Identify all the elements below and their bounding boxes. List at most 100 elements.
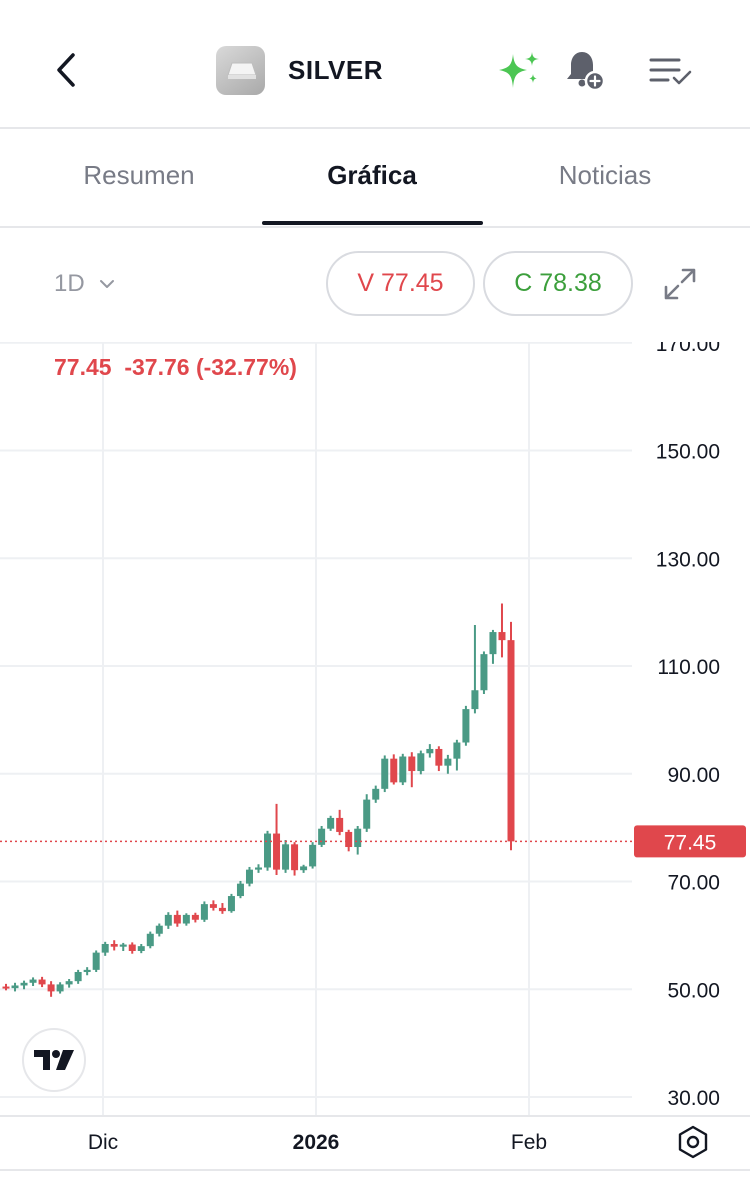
candle-body — [327, 817, 335, 829]
candle-body — [11, 985, 19, 989]
candle-body — [336, 817, 344, 832]
candle-body — [282, 844, 290, 870]
candle-body — [164, 914, 172, 926]
candle-body — [372, 788, 380, 800]
candle-body — [218, 907, 226, 912]
silver-bar-icon — [226, 62, 257, 79]
candle-body — [2, 986, 10, 989]
candle-body — [128, 944, 136, 951]
candle-body — [200, 904, 208, 920]
price-chart[interactable]: 170.00 150.00 130.00 110.00 90.00 70.00 50.00 3… — [0, 342, 750, 1199]
candle-body — [155, 925, 163, 934]
ai-sparkle-button[interactable] — [497, 48, 543, 94]
candle-body — [390, 758, 398, 783]
quote-last-price: 77.45 — [54, 354, 112, 380]
candle-body — [182, 914, 190, 924]
tab-noticias[interactable]: Noticias — [558, 160, 652, 190]
expand-icon[interactable] — [660, 264, 700, 304]
tab-bar: Resumen Gráfica Noticias — [0, 130, 750, 226]
quote-readout: 77.45 -37.76 (-32.77%) — [54, 354, 297, 381]
y-tick-label: 150.00 — [656, 441, 720, 464]
candle-body — [309, 844, 317, 867]
candle-body — [146, 933, 154, 947]
watchlist-button[interactable] — [648, 48, 694, 94]
candle-body — [110, 943, 118, 947]
candle-body — [444, 758, 452, 766]
candle-body — [435, 748, 443, 766]
candle-body — [255, 867, 262, 870]
candle-body — [426, 748, 434, 754]
bell-plus-icon — [567, 52, 606, 92]
candle-body — [489, 632, 497, 655]
candle-body — [92, 952, 100, 970]
candle-body — [65, 981, 73, 985]
candle-body — [381, 758, 389, 789]
sell-button[interactable]: V 77.45 — [326, 251, 475, 316]
candle-body — [399, 756, 407, 783]
y-tick-label: 50.00 — [667, 979, 720, 1002]
y-tick-label: 110.00 — [657, 656, 720, 679]
y-tick-label: 70.00 — [667, 872, 720, 895]
candle-body — [83, 969, 91, 973]
tradingview-logo-button[interactable] — [22, 1028, 86, 1092]
candle-body — [56, 984, 64, 992]
candle-body — [236, 883, 244, 897]
app-header: SILVER — [0, 0, 750, 128]
candle-body — [191, 914, 199, 920]
symbol-title: SILVER — [288, 55, 383, 85]
last-price-label: 77.45 — [664, 831, 717, 854]
y-tick-label: 90.00 — [667, 764, 720, 787]
candle-body — [101, 943, 109, 953]
candle-body — [480, 654, 488, 691]
candle-body — [300, 866, 308, 871]
candle-body — [408, 756, 416, 772]
header-divider — [0, 127, 750, 129]
candle-body — [498, 632, 506, 641]
candle-body — [318, 828, 326, 845]
candle-body — [173, 914, 181, 924]
interval-selector[interactable]: 1D — [54, 270, 115, 298]
candle-body — [74, 972, 82, 982]
candle-body — [354, 828, 362, 848]
candle-body — [29, 979, 37, 983]
candle-body — [137, 946, 145, 951]
candle-body — [245, 869, 253, 884]
tradingview-logo-icon — [34, 1050, 74, 1070]
candle-body — [363, 799, 371, 829]
tabs-divider — [0, 226, 750, 228]
y-tick-label: 170.00 — [656, 342, 720, 356]
quote-change: -37.76 (-32.77%) — [124, 354, 297, 380]
last-price-badge — [634, 825, 746, 858]
list-check-icon — [649, 58, 692, 85]
candle-body — [38, 979, 46, 985]
active-tab-indicator — [262, 221, 483, 225]
tab-grafica[interactable]: Gráfica — [327, 160, 417, 190]
candle-body — [291, 844, 299, 871]
x-tick-label: 2026 — [293, 1131, 340, 1154]
candle-body — [462, 709, 470, 743]
x-tick-label: Feb — [511, 1131, 547, 1154]
candle-body — [47, 984, 55, 992]
candle-body — [273, 833, 281, 870]
candle-body — [20, 982, 28, 986]
add-alert-button[interactable] — [562, 48, 608, 94]
candle-body — [417, 753, 425, 772]
buy-button[interactable]: C 78.38 — [483, 251, 633, 316]
back-button[interactable] — [44, 48, 88, 92]
y-tick-label: 130.00 — [656, 548, 720, 571]
candle-body — [227, 896, 235, 912]
candle-body — [119, 944, 127, 947]
tab-resumen[interactable]: Resumen — [83, 160, 195, 190]
candle-body — [507, 640, 515, 842]
candle-body — [471, 690, 479, 710]
candle-body — [264, 833, 272, 868]
chart-toolbar: 1D V 77.45 C 78.38 — [0, 228, 750, 342]
candle-body — [209, 904, 217, 908]
chart-settings-icon[interactable] — [675, 1124, 711, 1160]
interval-label: 1D — [54, 270, 85, 297]
candle-body — [453, 742, 461, 759]
x-tick-label: Dic — [88, 1131, 118, 1154]
chevron-down-icon — [99, 280, 114, 288]
sparkles-icon — [499, 52, 539, 88]
chevron-left-icon — [57, 53, 75, 87]
